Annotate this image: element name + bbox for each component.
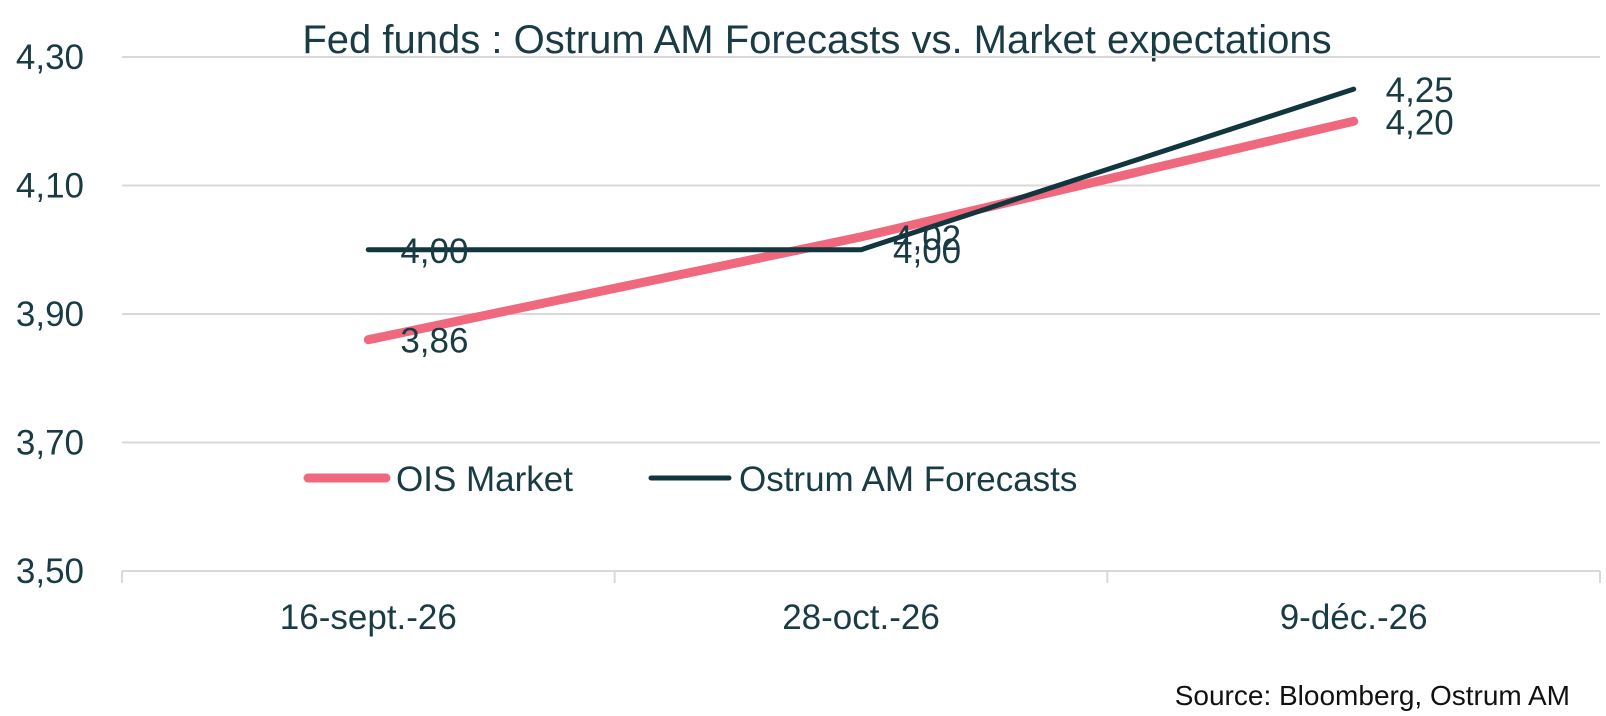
y-tick-label: 3,50	[16, 552, 84, 591]
data-label: 3,86	[400, 322, 468, 361]
series-line-0	[363, 116, 1359, 345]
data-label: 4,00	[400, 232, 468, 271]
series-line-1	[365, 86, 1357, 253]
y-tick-label: 3,70	[16, 424, 84, 463]
legend-label: OIS Market	[396, 460, 573, 499]
chart-title: Fed funds : Ostrum AM Forecasts vs. Mark…	[302, 18, 1331, 62]
data-label: 4,00	[893, 232, 961, 271]
y-tick-label: 3,90	[16, 295, 84, 334]
legend-label: Ostrum AM Forecasts	[739, 460, 1077, 499]
data-label: 4,25	[1386, 71, 1454, 110]
data-label: 4,02	[893, 219, 961, 258]
data-labels: 3,86 4,02 4,20 4,00 4,00 4,25	[400, 71, 1453, 361]
x-tick-label: 28-oct.-26	[782, 598, 940, 637]
y-axis-ticks: 3,50 3,70 3,90 4,10 4,30	[16, 38, 84, 591]
x-tick-label: 9-déc.-26	[1280, 598, 1428, 637]
y-tick-label: 4,30	[16, 38, 84, 77]
legend: OIS Market Ostrum AM Forecasts	[303, 460, 1077, 499]
series-lines	[363, 86, 1359, 345]
source-note: Source: Bloomberg, Ostrum AM	[1175, 680, 1570, 711]
data-label: 4,20	[1386, 103, 1454, 142]
x-axis	[121, 570, 1601, 583]
x-tick-label: 16-sept.-26	[280, 598, 457, 637]
y-tick-label: 4,10	[16, 167, 84, 206]
x-axis-ticks: 16-sept.-26 28-oct.-26 9-déc.-26	[280, 598, 1428, 637]
gridlines	[122, 56, 1600, 444]
